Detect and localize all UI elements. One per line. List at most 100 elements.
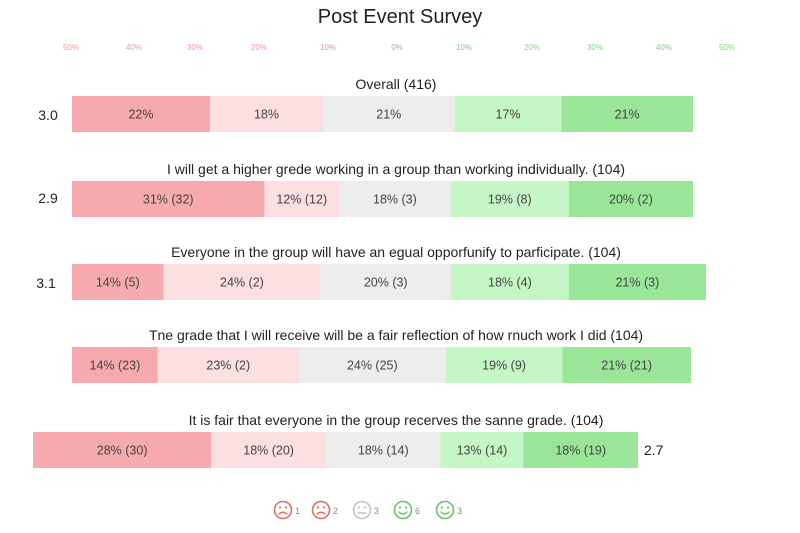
segment-label: 24% (25) (347, 359, 398, 373)
scale-label: 10% (320, 43, 336, 52)
bar-segment (72, 347, 158, 383)
row-title: Overall (416) (356, 76, 437, 92)
face-eye (357, 506, 361, 509)
very-happy-face-icon (435, 500, 455, 520)
happy-face-icon (393, 500, 413, 520)
row-title: Tne grade that I will receive will be a … (149, 327, 643, 343)
bar-segment (450, 181, 569, 217)
segment-label: 14% (5) (96, 276, 140, 290)
bar-segment (568, 264, 706, 300)
scale-label: 30% (587, 43, 603, 52)
survey-row: Tne grade that I will receive will be a … (72, 327, 691, 383)
face-outline (273, 500, 293, 520)
survey-row: Overall (416) 3.0 22% 18% 21% 17% 21% (38, 76, 693, 132)
segment-label: 31% (32) (143, 193, 194, 207)
row-title: It is fair that everyone in the group re… (189, 412, 604, 428)
scale-label: 50% (719, 43, 735, 52)
segment-label: 18% (19) (555, 444, 606, 458)
bar-segment (561, 96, 693, 132)
segment-label: 19% (8) (488, 193, 532, 207)
scale-label: 20% (251, 43, 267, 52)
segment-label: 22% (128, 108, 153, 122)
segment-label: 18% (3) (373, 193, 417, 207)
segment-label: 18% (14) (358, 444, 409, 458)
legend: 1 2 3 6 3 (273, 500, 462, 520)
segment-label: 21% (21) (601, 359, 652, 373)
face-eye (284, 506, 288, 509)
survey-row: Everyone in the group will have an egual… (36, 244, 706, 300)
segment-label: 21% (376, 108, 401, 122)
face-outline (311, 500, 331, 520)
bar-segment (325, 432, 441, 468)
segment-label: 21% (615, 108, 640, 122)
scale-label: 30% (187, 43, 203, 52)
row-score: 3.1 (36, 275, 56, 291)
bar-segment (440, 432, 524, 468)
face-mouth (440, 511, 450, 515)
bar-segment (562, 347, 691, 383)
segment-label: 20% (3) (364, 276, 408, 290)
scale-label: 10% (456, 43, 472, 52)
bar-segment (568, 181, 693, 217)
bar-segment (451, 264, 569, 300)
face-outline (435, 500, 455, 520)
face-eye (363, 506, 367, 509)
bar-segment (157, 347, 299, 383)
row-title: I will get a higher grede working in a g… (167, 161, 625, 177)
very-unhappy-face-icon (273, 500, 293, 520)
survey-row: It is fair that everyone in the group re… (33, 412, 664, 468)
scale-label: 0% (391, 43, 403, 52)
scale-label: 50% (63, 43, 79, 52)
bar-segment (33, 432, 212, 468)
bar-segment (454, 96, 562, 132)
legend-count: 2 (333, 506, 338, 516)
row-score: 2.9 (38, 190, 58, 206)
bar-segment (523, 432, 638, 468)
survey-rows: Overall (416) 3.0 22% 18% 21% 17% 21% I will ge… (33, 76, 706, 468)
bar-segment (163, 264, 321, 300)
segment-label: 20% (2) (609, 193, 653, 207)
scale-label: 40% (126, 43, 142, 52)
legend-count: 6 (415, 506, 420, 516)
scale-label: 20% (524, 43, 540, 52)
bar-segment (211, 432, 326, 468)
legend-count: 3 (457, 506, 462, 516)
face-eye (404, 506, 408, 509)
row-score: 2.7 (644, 442, 664, 458)
face-eye (446, 506, 450, 509)
bar-segment (322, 96, 455, 132)
face-eye (440, 506, 444, 509)
unhappy-face-icon (311, 500, 331, 520)
bar-segment (339, 181, 451, 217)
segment-label: 14% (23) (90, 359, 141, 373)
segment-label: 18% (4) (488, 276, 532, 290)
legend-count: 3 (374, 506, 379, 516)
chart-title: Post Event Survey (318, 6, 483, 28)
segment-label: 13% (14) (457, 444, 508, 458)
bar-segment (320, 264, 452, 300)
segment-label: 12% (12) (276, 193, 327, 207)
face-eye (322, 506, 326, 509)
face-eye (316, 506, 320, 509)
bar-segment (72, 96, 210, 132)
segment-label: 17% (495, 108, 520, 122)
segment-label: 28% (30) (97, 444, 148, 458)
legend-count: 1 (295, 506, 300, 516)
face-outline (393, 500, 413, 520)
segment-label: 19% (9) (482, 359, 526, 373)
face-mouth (398, 511, 408, 515)
face-outline (352, 500, 372, 520)
segment-label: 18% (20) (243, 444, 294, 458)
bar-segment (298, 347, 446, 383)
face-eye (278, 506, 282, 509)
face-eye (398, 506, 402, 509)
bar-segment (72, 264, 164, 300)
segment-label: 18% (254, 108, 279, 122)
bar-segment (72, 181, 265, 217)
scale-label: 40% (656, 43, 672, 52)
scale-labels: 50% 40% 30% 20% 10% 0% 10% 20% 30% 40% 50% (63, 43, 735, 52)
survey-row: I will get a higher grede working in a g… (38, 161, 693, 217)
row-score: 3.0 (38, 107, 58, 123)
